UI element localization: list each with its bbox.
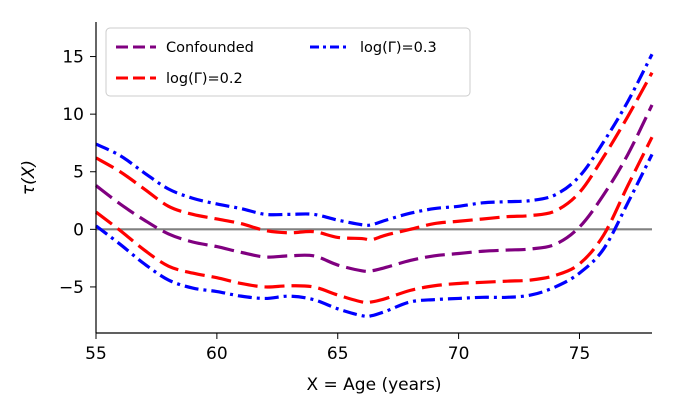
x-ticks: 55 60 65 70 75 <box>85 333 590 364</box>
x-tick-label: 60 <box>206 344 228 364</box>
y-axis-title: τ(X) <box>19 160 39 195</box>
x-tick-label: 70 <box>448 344 470 364</box>
y-ticks: −5 0 5 10 15 <box>59 48 96 298</box>
legend-frame <box>105 27 471 97</box>
x-tick-label: 55 <box>85 344 107 364</box>
y-tick-label: −5 <box>59 278 84 298</box>
y-tick-label: 5 <box>73 163 84 183</box>
x-axis-title: X = Age (years) <box>306 375 441 395</box>
series-line-confounded <box>95 104 654 273</box>
x-tick-label: 75 <box>569 344 591 364</box>
legend-label: Confounded <box>166 40 254 56</box>
legend: Confounded log(Γ)=0.2 log(Γ)=0.3 <box>105 27 471 97</box>
series-line-log-0-3-lower <box>95 153 654 319</box>
legend-label: log(Γ)=0.3 <box>360 40 437 56</box>
y-tick-label: 0 <box>73 220 84 240</box>
series-line-log-0-3-upper <box>95 53 654 227</box>
x-tick-label: 65 <box>327 344 349 364</box>
y-tick-label: 15 <box>62 48 84 68</box>
plot-series <box>95 53 654 319</box>
legend-label: log(Γ)=0.2 <box>166 71 243 87</box>
series-line-log-0-2-lower <box>95 136 654 305</box>
y-tick-label: 10 <box>62 105 84 125</box>
series-line-log-0-2-upper <box>95 71 654 242</box>
